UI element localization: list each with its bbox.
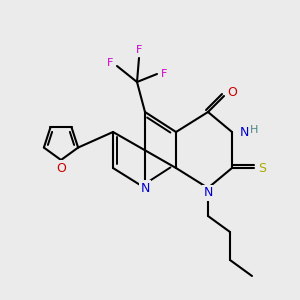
Text: H: H [250,125,258,135]
Text: S: S [258,161,266,175]
Text: N: N [203,187,213,200]
Text: F: F [107,58,113,68]
Text: F: F [136,45,142,55]
Text: N: N [140,182,150,194]
Text: O: O [56,161,66,175]
Text: N: N [239,125,249,139]
Text: O: O [227,85,237,98]
Text: F: F [161,69,167,79]
